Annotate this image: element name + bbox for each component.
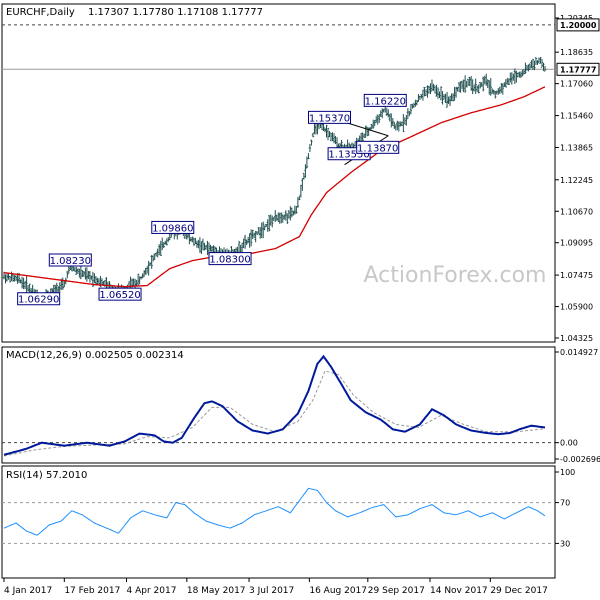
price-annotation-box [208,252,252,266]
time-tick-label: 3 Jul 2017 [249,586,294,596]
price-annotation-label: 1.08300 [209,255,250,266]
rsi-line [3,487,546,536]
price-annotation: 1.06290 [17,292,61,306]
rsi-tick-label: 30 [560,539,570,548]
price-annotation: 1.16220 [363,93,407,107]
price-annotation: 1.08300 [208,252,252,266]
reference-lines [2,24,555,70]
price-annotation-box [98,287,142,301]
price-annotation-box [308,110,352,124]
time-tick-label: 29 Sep 2017 [368,586,425,596]
time-tick-label: 29 Dec 2017 [490,586,547,596]
time-axis: 4 Jan 2017 17 Feb 2017 4 Apr 2017 18 May 20… [3,578,548,596]
macd-panel: 0.014927 0.00 -0.002696 MACD(12,26,9) 0.00… [1,346,600,464]
time-tick-label: 18 May 2017 [187,586,246,596]
price-annotation-label: 1.06520 [99,290,140,301]
time-tick-label: 4 Jan 2017 [4,586,52,596]
price-tick-label: 1.07475 [560,271,593,280]
price-annotation: 1.08230 [48,253,92,267]
price-tick-label: 1.12245 [560,176,593,185]
price-annotation: 1.13870 [356,140,400,154]
price-annotation-box [363,93,407,107]
price-annotation: 1.09860 [151,220,195,234]
ohlc-values: 1.17307 1.17780 1.17108 1.17777 [88,7,263,18]
price-annotation-label: 1.15370 [309,113,350,124]
time-tick-label: 16 Aug 2017 [309,586,367,596]
time-tick-label: 17 Feb 2017 [64,586,120,596]
last-price-label: 1.17777 [560,65,596,74]
price-annotations: 1.06290 1.08230 1.06520 1.09860 1.08300 1.153… [17,93,407,306]
reference-level-box [556,18,600,32]
price-annotation-label: 1.06290 [18,295,59,306]
rsi-label: RSI(14) 57.2010 [6,470,87,481]
price-annotation-label: 1.16220 [365,96,406,107]
price-tick-label: 1.13865 [560,143,593,152]
price-tick-label: 1.10670 [560,207,593,216]
last-price-box [556,62,600,76]
price-axis: 1.203451.186351.170601.154601.138651.122… [555,14,600,343]
price-annotation: 1.15370 [308,110,352,124]
chart-title: EURCHF,Daily [6,7,75,18]
macd-tick-label: 0.014927 [560,348,598,357]
macd-line [3,354,546,456]
price-panel: ActionForex.com 1.203451.186351.170601.1… [1,3,600,343]
price-annotation-box [151,220,195,234]
macd-tick-label: -0.002696 [560,455,600,464]
price-annotation-label: 1.08230 [50,256,91,267]
reference-level-label: 1.20000 [560,21,597,30]
rsi-panel: 100 70 30 RSI(14) 57.2010 [1,465,575,579]
moving-average-line [3,86,546,288]
rsi-axis: 100 70 30 [2,468,575,548]
price-annotation-box [17,292,61,306]
price-tick-label: 1.18635 [560,48,593,57]
macd-tick-label: 0.00 [560,439,578,448]
watermark: ActionForex.com [364,263,547,288]
price-tick-label: 1.09095 [560,239,593,248]
time-tick-label: 4 Apr 2017 [127,586,177,596]
macd-label: MACD(12,26,9) 0.002505 0.002314 [6,350,184,361]
price-annotation-box [48,253,92,267]
price-tick-label: 1.15460 [560,112,593,121]
price-annotation-label: 1.09860 [152,223,193,234]
price-annotation: 1.06520 [98,287,142,301]
price-tick-label: 1.04325 [560,334,593,343]
price-tick-label: 1.05900 [560,303,593,312]
rsi-tick-label: 100 [560,468,575,477]
price-annotation-label: 1.13550 [328,150,369,161]
price-annotation-label: 1.13870 [357,143,398,154]
time-tick-label: 14 Nov 2017 [430,586,488,596]
price-tick-label: 1.17060 [560,80,593,89]
rsi-tick-label: 70 [560,499,570,508]
price-annotation-box [356,140,400,154]
